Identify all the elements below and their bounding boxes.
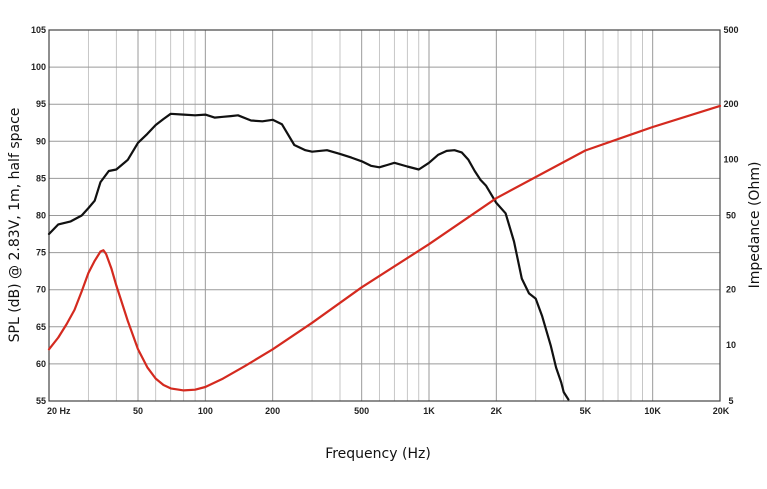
x-tick-label: 50	[133, 406, 143, 416]
y-left-tick-label: 65	[36, 322, 46, 332]
y-right-tick-label: 5	[728, 396, 733, 406]
x-tick-label: 5K	[580, 406, 592, 416]
y-left-tick-label: 60	[36, 359, 46, 369]
x-tick-label: 20 Hz	[47, 406, 71, 416]
y-left-tick-label: 100	[31, 62, 46, 72]
y-right-tick-label: 20	[726, 284, 736, 294]
x-tick-label: 500	[354, 406, 369, 416]
y-left-tick-label: 70	[36, 285, 46, 295]
grid-layer	[48, 29, 721, 402]
y-right-tick-label: 500	[723, 25, 738, 35]
x-tick-label: 2K	[491, 406, 503, 416]
y-right-tick-label: 100	[723, 155, 738, 165]
y-left-tick-label: 85	[36, 173, 46, 183]
y-axis-right-title: Impedance (Ohm)	[747, 162, 763, 289]
y-left-tick-label: 80	[36, 211, 46, 221]
y-axis-left-title: SPL (dB) @ 2.83V, 1m, half space	[7, 108, 23, 343]
plot-frame	[48, 29, 721, 402]
tick-label-layer: 20 Hz 50 100 200 500 1K 2K 5K 10K 20K 55 60 65 70 75 80…	[31, 25, 739, 416]
y-right-tick-label: 200	[723, 99, 738, 109]
x-tick-label: 200	[265, 406, 280, 416]
y-right-tick-label: 10	[726, 340, 736, 350]
x-tick-label: 20K	[713, 406, 730, 416]
y-left-tick-label: 95	[36, 99, 46, 109]
impedance-curve	[47, 104, 722, 392]
y-left-tick-label: 90	[36, 136, 46, 146]
series-layer	[47, 104, 722, 401]
x-tick-label: 100	[198, 406, 213, 416]
x-axis-title: Frequency (Hz)	[325, 446, 431, 462]
y-left-tick-label: 55	[36, 396, 46, 406]
y-left-tick-label: 75	[36, 248, 46, 258]
spl-curve	[47, 112, 570, 401]
y-left-tick-label: 105	[31, 25, 46, 35]
x-tick-label: 1K	[423, 406, 435, 416]
x-tick-label: 10K	[644, 406, 661, 416]
y-right-tick-label: 50	[726, 211, 736, 221]
